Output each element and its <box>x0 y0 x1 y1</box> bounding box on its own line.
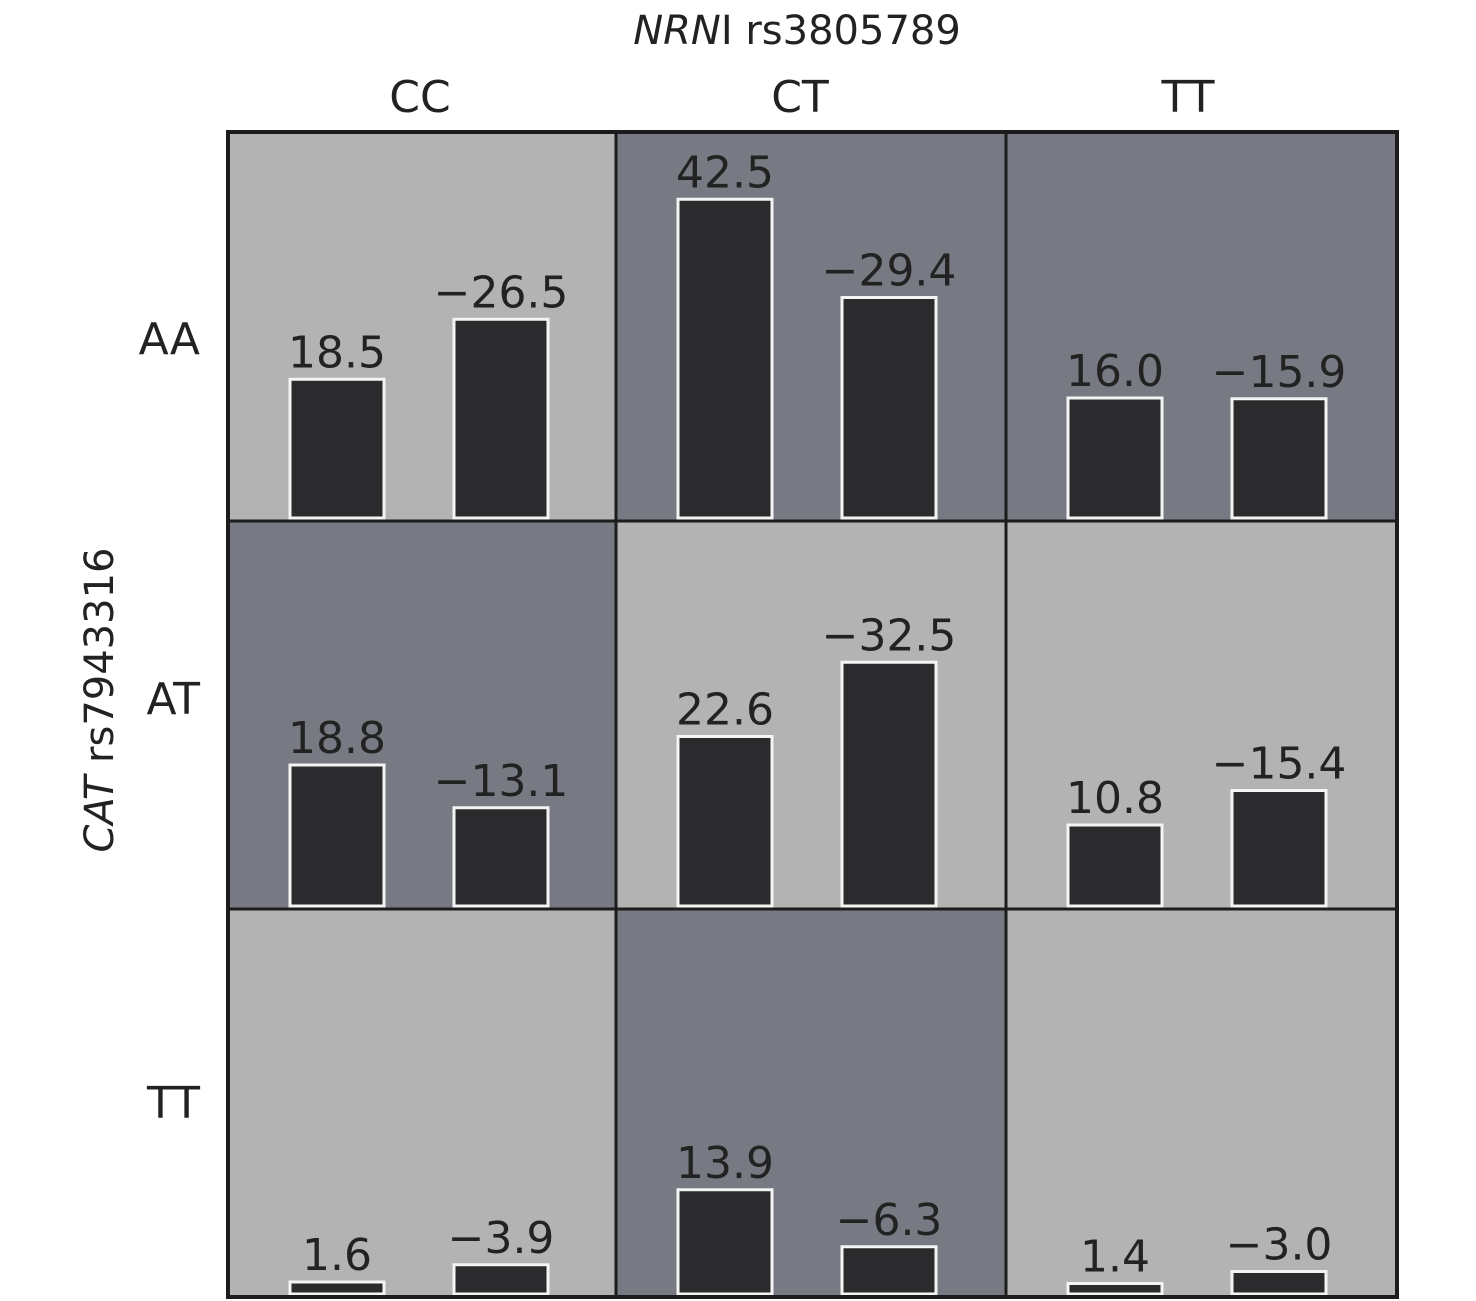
bar-at-tt-negative <box>1230 789 1328 908</box>
bar-value-label: −3.0 <box>1226 1220 1333 1271</box>
bar-value-label: 13.9 <box>676 1138 774 1189</box>
bar-value-label: −13.1 <box>434 756 569 807</box>
bar-aa-cc-positive <box>288 377 386 520</box>
cell-aa-cc: 18.5 −26.5 <box>228 132 616 521</box>
cell-at-cc: 18.8 −13.1 <box>228 521 616 909</box>
bar-aa-tt-positive <box>1066 396 1164 520</box>
cell-at-ct: 22.6 −32.5 <box>616 521 1006 909</box>
cell-background <box>616 521 1006 909</box>
bar-value-label: −26.5 <box>434 267 569 318</box>
bar-value-label: −32.5 <box>822 610 957 661</box>
bar-aa-ct-positive <box>676 197 774 520</box>
bar-tt-cc-positive <box>288 1280 386 1296</box>
column-label-ct: CT <box>771 72 829 123</box>
cell-tt-ct: 13.9 −6.3 <box>616 909 1006 1297</box>
row-label-aa: AA <box>138 314 200 365</box>
bar-value-label: 42.5 <box>676 147 774 198</box>
bar-value-label: 10.8 <box>1066 773 1164 824</box>
bar-tt-tt-positive <box>1066 1282 1164 1296</box>
bar-aa-cc-negative <box>452 317 550 520</box>
bar-value-label: −6.3 <box>836 1195 943 1246</box>
cell-aa-ct: 42.5 −29.4 <box>616 132 1006 521</box>
column-axis-title-gene: NRN <box>633 8 721 54</box>
bar-at-ct-negative <box>840 660 938 908</box>
cell-background <box>616 909 1006 1297</box>
column-axis-title-snp: I rs3805789 <box>720 8 961 54</box>
cell-background <box>228 909 616 1297</box>
bar-value-label: 1.6 <box>302 1230 372 1281</box>
bar-aa-tt-negative <box>1230 397 1328 520</box>
bar-value-label: −3.9 <box>448 1213 555 1264</box>
cell-background <box>228 132 616 521</box>
bar-tt-cc-negative <box>452 1263 550 1296</box>
column-label-cc: CC <box>389 72 451 123</box>
grid-lines <box>226 130 1399 1299</box>
bar-tt-ct-positive <box>676 1188 774 1296</box>
cell-tt-cc: 1.6 −3.9 <box>228 909 616 1297</box>
bar-aa-ct-negative <box>840 296 938 520</box>
bar-at-cc-positive <box>288 763 386 908</box>
bar-value-label: 22.6 <box>676 685 774 736</box>
cell-at-tt: 10.8 −15.4 <box>1006 521 1397 909</box>
bar-value-label: 16.0 <box>1066 346 1164 397</box>
bar-tt-ct-negative <box>840 1245 938 1296</box>
column-axis-title: NRNI rs3805789 <box>0 8 1476 54</box>
cell-background <box>1006 521 1397 909</box>
row-label-tt: TT <box>147 1078 200 1129</box>
cell-background <box>228 521 616 909</box>
bar-at-ct-positive <box>676 735 774 908</box>
bar-value-label: 1.4 <box>1080 1232 1150 1283</box>
bar-value-label: −15.9 <box>1212 347 1347 398</box>
column-label-tt: TT <box>1161 72 1215 123</box>
bar-at-tt-positive <box>1066 823 1164 908</box>
cell-tt-tt: 1.4 −3.0 <box>1006 909 1397 1297</box>
cell-aa-tt: 16.0 −15.9 <box>1006 132 1397 521</box>
row-label-at: AT <box>146 674 200 725</box>
grid-frame <box>226 130 1399 1299</box>
cell-background <box>1006 909 1397 1297</box>
cell-background <box>1006 132 1397 521</box>
bar-value-label: −15.4 <box>1212 739 1347 790</box>
bar-tt-tt-negative <box>1230 1270 1328 1296</box>
bar-value-label: 18.8 <box>288 713 386 764</box>
bar-value-label: −29.4 <box>822 246 957 297</box>
bar-at-cc-negative <box>452 806 550 908</box>
cell-background <box>616 132 1006 521</box>
bar-value-label: 18.5 <box>288 327 386 378</box>
